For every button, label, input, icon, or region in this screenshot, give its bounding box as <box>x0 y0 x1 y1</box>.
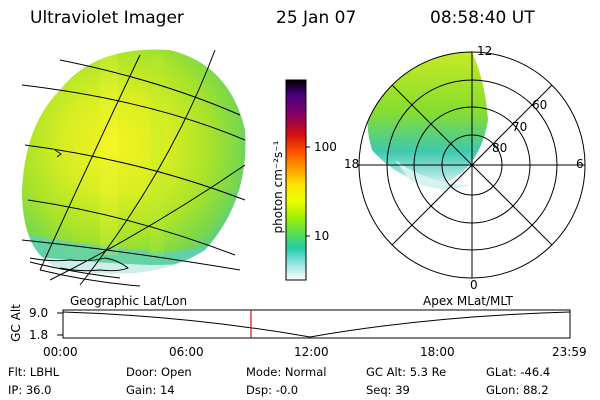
apex-panel-label: Apex MLat/MLT <box>423 294 513 308</box>
info-mode-value: Normal <box>284 365 327 379</box>
info-seq-value: 39 <box>395 383 410 397</box>
polar-plot <box>358 51 586 279</box>
mlt-label-6: 6 <box>576 157 584 171</box>
altitude-tick-9: 9.0 <box>29 306 49 320</box>
info-gain-value: 14 <box>159 383 175 397</box>
mlat-label-60: 60 <box>532 98 548 112</box>
info-gc-alt: GC Alt: 5.3 Re <box>366 365 447 379</box>
altitude-tick-1.8: 1.8 <box>29 328 49 342</box>
info-dsp: Dsp: -0.0 <box>246 383 299 397</box>
colorbar-unit-label: photon cm⁻²s⁻¹ <box>271 140 285 234</box>
info-flt: Flt: LBHL <box>8 365 60 379</box>
mlt-label-18: 18 <box>344 157 360 171</box>
mlt-label-12: 12 <box>477 44 493 58</box>
info-glat: GLat: -46.4 <box>486 365 551 379</box>
time-label: 08:58:40 UT <box>430 8 535 28</box>
mlat-label-70: 70 <box>512 120 528 134</box>
altitude-axis-title: GC Alt <box>9 304 23 342</box>
info-door-value: Open <box>160 365 192 379</box>
coastline <box>29 149 129 272</box>
info-door: Door: Open <box>126 365 192 379</box>
info-ip-value: 36.0 <box>25 383 52 397</box>
info-flt-value: LBHL <box>29 365 60 379</box>
colorbar <box>285 79 310 281</box>
mlt-label-0: 0 <box>470 278 478 292</box>
geographic-grid-lines <box>21 49 246 287</box>
info-gc-alt-value: 5.3 Re <box>409 365 447 379</box>
time-tick-2359: 23:59 <box>552 345 587 359</box>
colorbar-tick-10: 10 <box>314 229 330 243</box>
info-gain: Gain: 14 <box>126 383 175 397</box>
info-glon: GLon: 88.2 <box>486 383 549 397</box>
info-mode: Mode: Normal <box>246 365 327 379</box>
info-glat-value: -46.4 <box>520 365 551 379</box>
info-glon-value: 88.2 <box>522 383 549 397</box>
geographic-panel-label: Geographic Lat/Lon <box>70 294 188 308</box>
time-tick-1200: 12:00 <box>294 345 329 359</box>
info-ip: IP: 36.0 <box>8 383 52 397</box>
date-label: 25 Jan 07 <box>276 8 357 28</box>
time-tick-0600: 06:00 <box>169 345 204 359</box>
mlat-label-80: 80 <box>492 141 508 155</box>
time-tick-0000: 00:00 <box>43 345 78 359</box>
geographic-earth-image <box>22 49 246 274</box>
altitude-plot <box>57 309 571 339</box>
colorbar-tick-100: 100 <box>314 140 337 154</box>
info-dsp-value: -0.0 <box>275 383 299 397</box>
time-tick-1800: 18:00 <box>420 345 455 359</box>
instrument-title: Ultraviolet Imager <box>30 8 184 28</box>
info-seq: Seq: 39 <box>366 383 410 397</box>
